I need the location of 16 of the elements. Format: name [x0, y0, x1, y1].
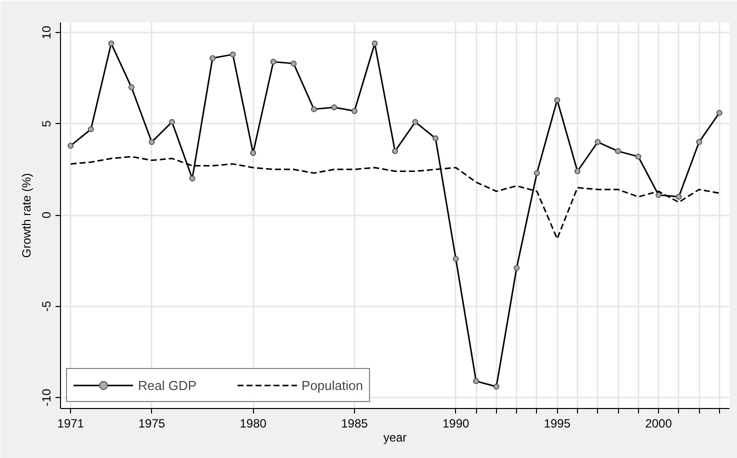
legend-label: Population [302, 378, 363, 392]
x-tick-label: 1980 [240, 416, 267, 430]
x-axis-title: year [383, 430, 407, 444]
y-tick-label: -10 [40, 388, 54, 406]
y-tick-label: 5 [40, 120, 54, 128]
legend-label: Real GDP [138, 378, 197, 392]
x-tick-label: 1971 [57, 416, 84, 430]
y-tick-label: 0 [40, 211, 54, 218]
y-axis-title: Growth rate (%) [20, 173, 34, 258]
x-tick-label: 1995 [544, 416, 571, 430]
y-tick-label: 10 [40, 26, 54, 40]
x-tick-label: 2000 [645, 416, 672, 430]
x-tick-label: 1990 [442, 416, 470, 430]
x-tick-label: 1985 [341, 416, 368, 430]
y-tick-label: -5 [40, 300, 54, 312]
x-tick-label: 1975 [138, 416, 166, 430]
